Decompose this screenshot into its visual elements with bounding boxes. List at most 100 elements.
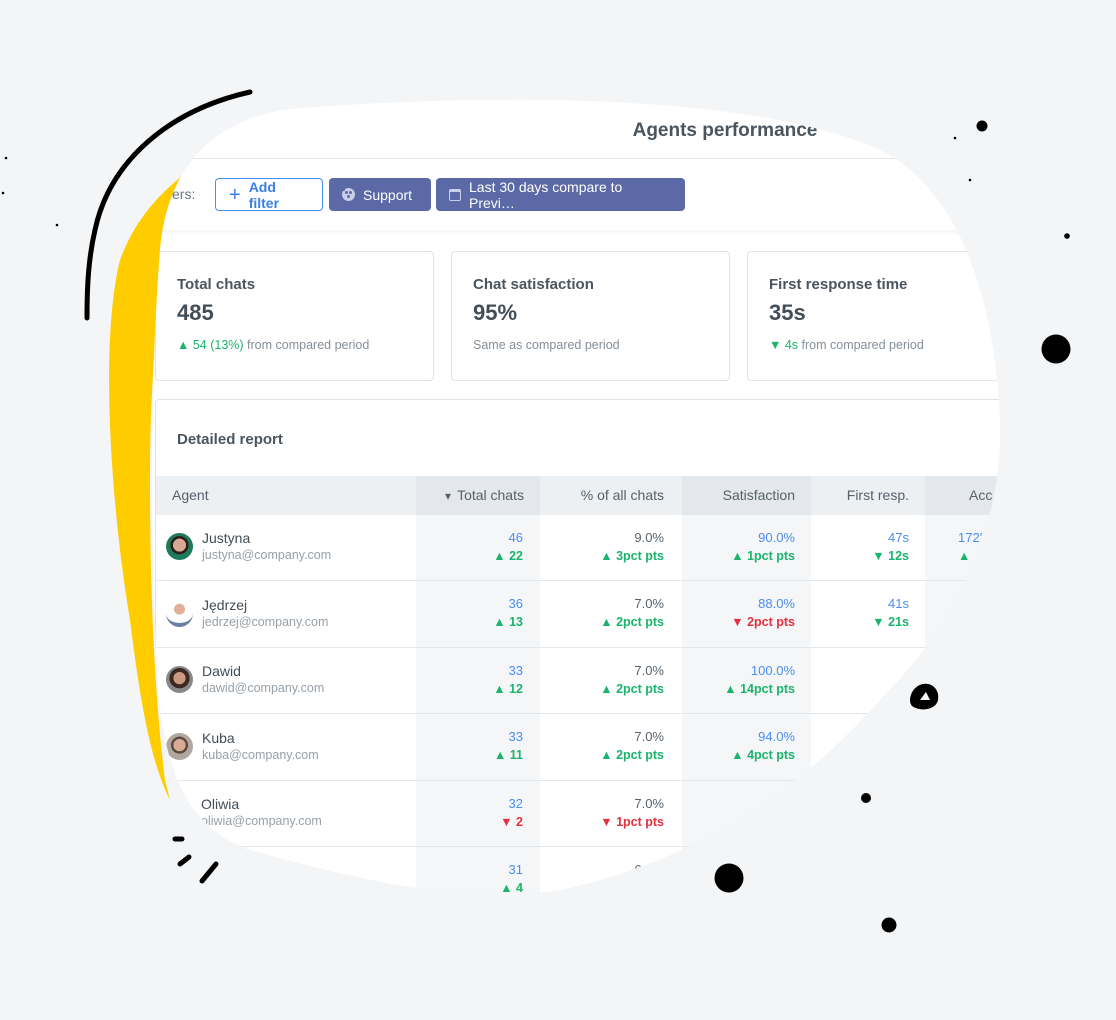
date-range-label: Last 30 days compare to Previ… [469,178,623,211]
table-row-agent[interactable]: Justyna justyna@company.com [166,530,331,562]
row-divider [156,780,1026,781]
filters-label: ers: [172,186,196,202]
column-header-total-chats[interactable]: ▾ Total chats [416,476,540,515]
value: 47s [888,530,909,545]
value: 32 [508,796,523,811]
delta: ▲ 2pct pts [600,748,664,762]
delta: ▼ 2 [500,815,523,829]
kpi-value: 95% [473,300,518,325]
group-filter-button[interactable]: Support [329,178,431,211]
kpi-delta: ▼ 4s [769,338,799,352]
cell-first-response: 47s ▼ 12s [811,529,909,565]
column-header-first-response[interactable]: First resp. [846,487,909,503]
avatar [166,666,193,693]
delta: ▲ 11 [493,748,523,762]
add-filter-label: Add filter [248,178,280,211]
cell-pct-all-chats: 7.0% ▲ 2pct pts [540,728,664,764]
delta: ▼ 12s [872,549,909,563]
plus-icon: + [229,183,241,206]
table-row-agent[interactable]: Jędrzej jedrzej@company.com [166,597,328,629]
kpi-card-total-chats: Total chats 485 ▲ 54 (13%) from compared… [155,251,434,381]
cell-total-chats: 31 ▲ 4 [416,861,523,897]
delta: ▲ 1pct pts [731,549,795,563]
cell-pct-all-chats: 7.0% ▲ 2pct pts [540,595,664,631]
report-title: Detailed report [177,431,283,448]
avatar [166,600,193,627]
delta: ▼ 21s [872,615,909,629]
value: 33 [508,729,523,744]
add-filter-button[interactable]: + Add filter [215,178,323,211]
column-header-agent[interactable]: Agent [172,487,209,503]
kpi-title: Chat satisfaction [473,276,594,293]
group-icon [342,188,355,201]
cell-total-chats: 36 ▲ 13 [416,595,523,631]
delta: ▲ 2pct pts [600,615,664,629]
delta: ▲ [958,549,971,563]
value: 9.0% [634,530,664,545]
table-row-agent[interactable]: Kuba kuba@company.com [166,730,319,762]
kpi-title: Total chats [177,276,256,293]
value: 33 [508,663,523,678]
column-header-satisfaction[interactable]: Satisfaction [682,476,811,515]
row-divider [156,580,1026,581]
divider [150,158,1010,159]
value: 94.0% [758,729,795,744]
cell-satisfaction: 100.0% ▲ 14pct pts [682,662,795,698]
cell-satisfaction: 94.0% ▲ 4pct pts [682,728,795,764]
agent-email: kuba@company.com [202,748,319,762]
value: 31 [508,862,523,877]
cell-pct-all-chats: 9.0% ▲ 3pct pts [540,529,664,565]
kpi-value: 35s [769,300,806,325]
column-shade-total-chats [416,476,540,916]
delta: ▲ 4pct pts [731,748,795,762]
kpi-card-first-response-time: First response time 35s ▼ 4s from compar… [747,251,1026,381]
value: 41s [888,596,909,611]
value: 7.0% [634,663,664,678]
value: 7.0% [634,729,664,744]
date-range-button[interactable]: Last 30 days compare to Previ… [436,178,685,211]
agent-email: jedrzej@company.com [202,615,329,629]
delta: ▲ 13 [493,615,523,629]
delta: ▼ 1pct pts [600,815,664,829]
cell-pct-all-chats: 7.0% ▼ 1pct pts [540,795,664,831]
table-header [156,476,1026,515]
delta: ▼ 2pct pts [731,615,795,629]
delta: ▲ 4 [500,881,523,895]
row-divider [156,713,1026,714]
kpi-compare: Same as compared period [473,338,708,352]
cell-pct-all-chats: 7.0% ▲ 2pct pts [540,662,664,698]
table-row-agent[interactable]: Dawid dawid@company.com [166,663,324,695]
calendar-icon [449,189,461,201]
delta: ▲ 3pct pts [600,549,664,563]
cell-total-chats: 33 ▲ 11 [416,728,523,764]
delta: ▲ 2pct pts [600,682,664,696]
agent-name: Jędrzej [202,597,248,613]
row-divider [156,846,1026,847]
agent-email: justyna@company.com [202,548,332,562]
cell-satisfaction: 90.0% ▲ 1pct pts [682,529,795,565]
value: 7.0% [634,796,664,811]
avatar [166,533,193,560]
column-header-pct-all-chats[interactable]: % of all chats [580,487,664,503]
row-divider [156,647,1026,648]
table-row-agent[interactable]: Oliwia oliwia@company.com [201,796,322,828]
value: 88.0% [758,596,795,611]
cell-first-response: 41s ▼ 21s [811,595,909,631]
cell-total-chats: 32 ▼ 2 [416,795,523,831]
group-filter-label: Support [363,186,413,203]
column-header-acc[interactable]: Acc [925,476,1025,515]
cell-total-chats: 46 ▲ 22 [416,529,523,565]
kpi-compare: ▲ 54 (13%) from compared period [177,338,412,352]
kpi-compare: ▼ 4s from compared period [769,338,1004,352]
kpi-delta: ▲ 54 (13%) [177,338,244,352]
kpi-value: 485 [177,300,214,325]
value: 36 [508,596,523,611]
agent-email: dawid@company.com [202,681,325,695]
cell-total-chats: 33 ▲ 12 [416,662,523,698]
delta: ▲ 22 [493,549,523,563]
cell-satisfaction: 88.0% ▼ 2pct pts [682,595,795,631]
kpi-compare-text: from compared period [243,338,370,352]
value: 7.0% [634,596,664,611]
